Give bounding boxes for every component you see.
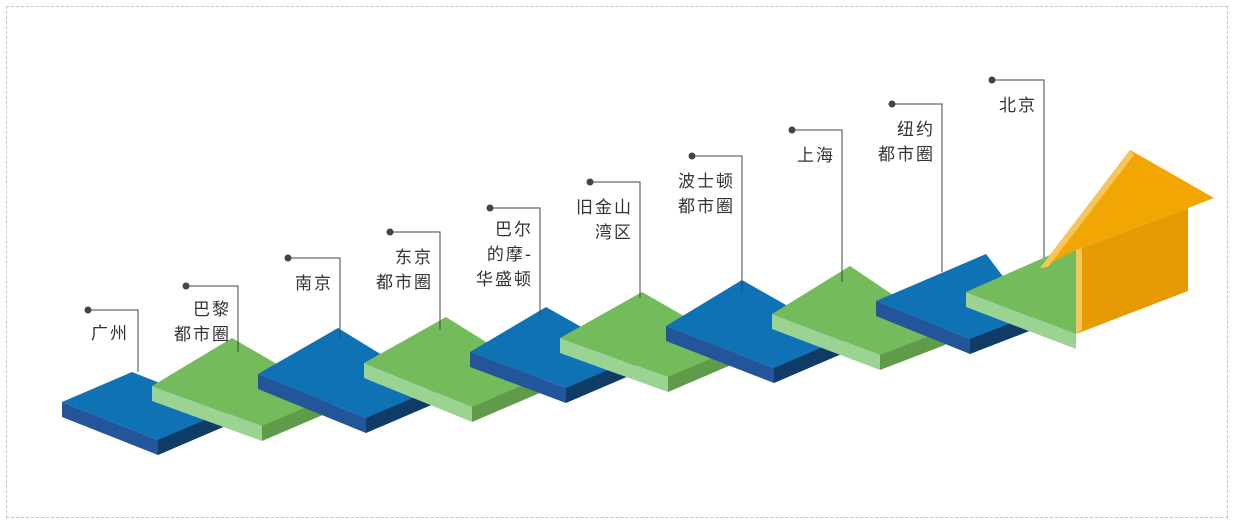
step-3-top: [258, 328, 436, 418]
label-boston: 波士顿 都市圈: [678, 172, 735, 217]
label-guangzhou: 广州: [91, 324, 129, 344]
step-6-top: [560, 292, 738, 377]
leader-10: [988, 76, 1045, 258]
leader-dot-icon: [988, 76, 996, 84]
step-3-front: [258, 374, 366, 433]
arrow-stem-edge: [1076, 248, 1082, 334]
leader-dot-icon: [788, 126, 796, 134]
step-10-top: [966, 248, 1082, 334]
label-new-york: 纽约 都市圈: [878, 120, 935, 165]
arrow-head: [1040, 150, 1214, 268]
step-9-top: [876, 254, 1032, 339]
leader-dot-icon: [486, 204, 494, 212]
leader-4: [386, 228, 441, 330]
step-10-front: [966, 292, 1076, 349]
step-1-top: [62, 372, 228, 440]
label-nanjing: 南京: [295, 274, 333, 294]
upward-arrow: [1040, 150, 1214, 334]
step-2-top: [152, 338, 332, 426]
step-6-front: [560, 338, 668, 392]
step-7-front: [666, 326, 774, 383]
leader-5: [486, 204, 541, 316]
leader-dot-icon: [182, 282, 190, 290]
label-paris: 巴黎 都市圈: [174, 300, 231, 345]
leader-1: [84, 306, 139, 372]
step-5-front: [470, 352, 566, 403]
diagram-frame: [6, 6, 1228, 518]
step-7-top: [666, 280, 844, 368]
label-beijing: 北京: [999, 96, 1037, 116]
step-9-front: [876, 301, 970, 354]
leader-2: [182, 282, 239, 352]
leader-dot-icon: [284, 254, 292, 262]
leader-dot-icon: [888, 100, 896, 108]
leader-dot-icon: [688, 152, 696, 160]
leader-dot-icon: [586, 178, 594, 186]
arrow-head-edge: [1040, 150, 1134, 268]
label-sf-bay: 旧金山 湾区: [576, 198, 633, 243]
leader-6: [586, 178, 641, 298]
step-5-top: [470, 307, 636, 388]
leader-8: [788, 126, 843, 282]
step-1-front: [62, 402, 158, 455]
step-4-front: [364, 363, 472, 422]
step-10: [966, 248, 1082, 349]
step-8-front: [772, 314, 880, 370]
step-8-top: [772, 266, 945, 355]
label-baltimore-washington: 巴尔 的摩- 华盛顿: [476, 220, 533, 290]
leader-dot-icon: [386, 228, 394, 236]
label-tokyo: 东京 都市圈: [376, 248, 433, 293]
label-shanghai: 上海: [797, 146, 835, 166]
step-2-front: [152, 386, 262, 441]
leader-9: [888, 100, 943, 272]
leader-7: [688, 152, 743, 292]
leader-3: [284, 254, 341, 338]
leader-dot-icon: [84, 306, 92, 314]
step-4-top: [364, 317, 542, 407]
